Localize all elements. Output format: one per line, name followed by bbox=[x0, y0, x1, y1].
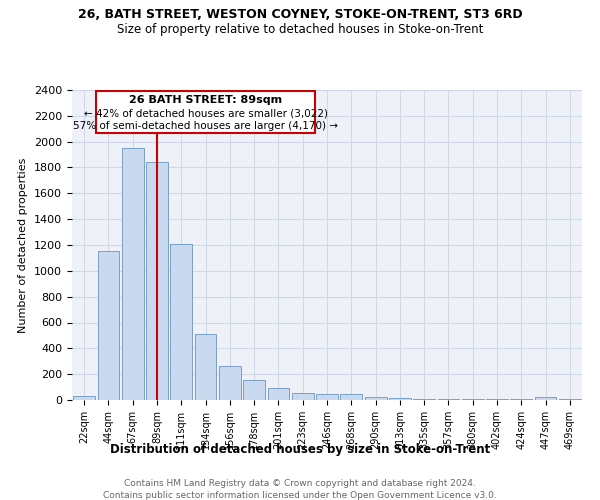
Bar bbox=[389, 398, 411, 400]
Bar bbox=[122, 148, 143, 400]
Bar bbox=[170, 244, 192, 400]
Text: ← 42% of detached houses are smaller (3,022): ← 42% of detached houses are smaller (3,… bbox=[83, 108, 328, 118]
Bar bbox=[413, 398, 435, 400]
FancyBboxPatch shape bbox=[96, 92, 315, 132]
Bar bbox=[365, 398, 386, 400]
Text: Size of property relative to detached houses in Stoke-on-Trent: Size of property relative to detached ho… bbox=[117, 22, 483, 36]
Text: Distribution of detached houses by size in Stoke-on-Trent: Distribution of detached houses by size … bbox=[110, 442, 490, 456]
Y-axis label: Number of detached properties: Number of detached properties bbox=[19, 158, 28, 332]
Bar bbox=[194, 334, 217, 400]
Bar bbox=[268, 388, 289, 400]
Bar bbox=[219, 366, 241, 400]
Text: Contains HM Land Registry data © Crown copyright and database right 2024.: Contains HM Land Registry data © Crown c… bbox=[124, 479, 476, 488]
Bar bbox=[340, 394, 362, 400]
Bar bbox=[292, 393, 314, 400]
Text: 57% of semi-detached houses are larger (4,170) →: 57% of semi-detached houses are larger (… bbox=[73, 121, 338, 131]
Bar bbox=[316, 394, 338, 400]
Bar bbox=[535, 397, 556, 400]
Bar bbox=[73, 396, 95, 400]
Text: 26 BATH STREET: 89sqm: 26 BATH STREET: 89sqm bbox=[129, 95, 282, 105]
Bar bbox=[97, 252, 119, 400]
Text: Contains public sector information licensed under the Open Government Licence v3: Contains public sector information licen… bbox=[103, 491, 497, 500]
Bar bbox=[243, 380, 265, 400]
Text: 26, BATH STREET, WESTON COYNEY, STOKE-ON-TRENT, ST3 6RD: 26, BATH STREET, WESTON COYNEY, STOKE-ON… bbox=[77, 8, 523, 20]
Bar bbox=[146, 162, 168, 400]
